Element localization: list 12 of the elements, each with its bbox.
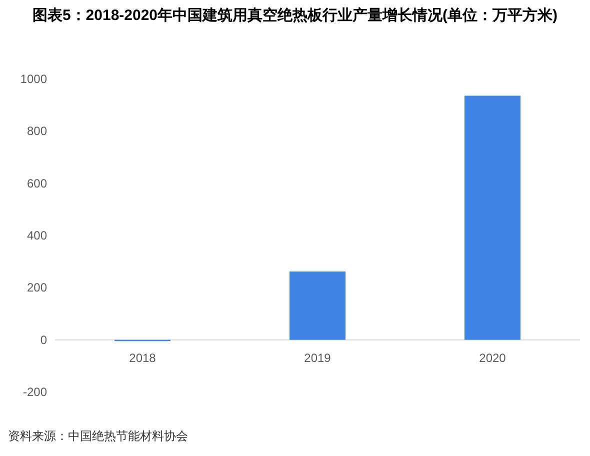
ytick: 200 — [26, 280, 47, 295]
ytick: 600 — [26, 176, 47, 190]
source: 资料来源：中国绝热节能材料协会 — [8, 428, 188, 445]
xtick: 2020 — [479, 350, 506, 365]
ytick: 400 — [26, 228, 47, 242]
xtick: 2018 — [129, 350, 156, 365]
ytick: 0 — [40, 332, 47, 347]
ytick: 1000 — [20, 72, 47, 86]
title: 图表5：2018-2020年中国建筑用真空绝热板行业产量增长情况(单位：万平方米) — [31, 6, 559, 25]
ytick: 800 — [26, 124, 47, 138]
ytick: -200 — [22, 385, 47, 399]
xtick: 2019 — [304, 350, 331, 365]
